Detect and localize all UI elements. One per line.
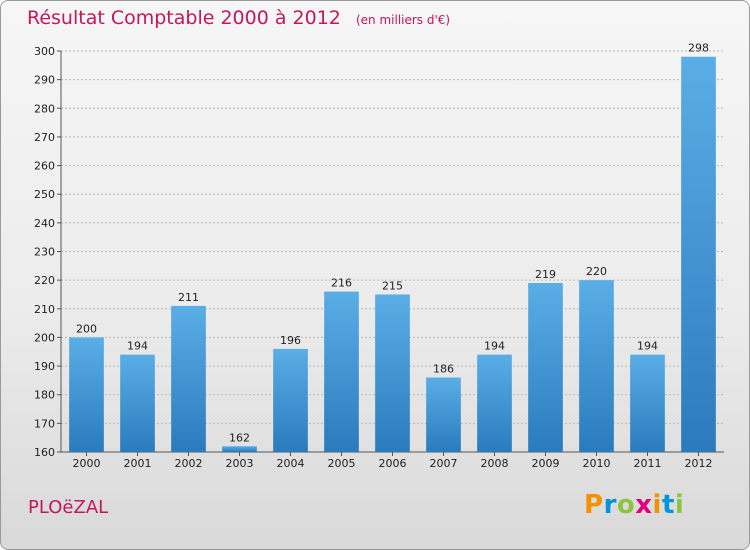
label-layer: 200 194 211 162 196 216 215 186 194 219 220 194 298 [76, 42, 709, 445]
y-tick-label: 280 [34, 102, 55, 115]
logo-letter: x [635, 490, 653, 520]
data-label: 194 [637, 340, 658, 353]
y-tick-label: 160 [34, 446, 55, 459]
y-tick-label: 270 [34, 131, 55, 144]
x-tick-label: 2008 [481, 457, 509, 470]
chart-subtitle: (en milliers d'€) [355, 13, 451, 27]
data-label: 194 [127, 340, 148, 353]
bar-layer [69, 56, 716, 452]
bar [171, 305, 206, 452]
data-label: 196 [280, 334, 301, 347]
town-name: PLOëZAL [28, 497, 109, 518]
y-tick-label: 230 [34, 246, 55, 259]
bar [324, 291, 359, 452]
y-tick-label: 220 [34, 274, 55, 287]
x-tick-label: 2003 [226, 457, 254, 470]
data-label: 194 [484, 340, 505, 353]
logo-letter: r [603, 490, 617, 520]
data-label: 200 [76, 322, 97, 335]
bar [375, 294, 410, 452]
chart-title-block: Résultat Comptable 2000 à 2012 (en milli… [27, 7, 450, 29]
bar [69, 337, 104, 452]
data-label: 216 [331, 277, 352, 290]
y-tick-label: 190 [34, 360, 55, 373]
data-label: 186 [433, 363, 454, 376]
x-tick-label: 2012 [685, 457, 713, 470]
x-tick-label: 2004 [277, 457, 305, 470]
data-label: 298 [688, 42, 709, 55]
y-tick-label: 170 [34, 417, 55, 430]
data-label: 215 [382, 279, 403, 292]
proxiti-logo: Proxiti [584, 490, 684, 520]
y-tick-label: 250 [34, 188, 55, 201]
y-tick-label: 240 [34, 217, 55, 230]
data-label: 211 [178, 291, 199, 304]
y-tick-label: 300 [34, 45, 55, 58]
logo-letter: P [584, 490, 604, 520]
x-tick-label: 2010 [583, 457, 611, 470]
x-tick-label: 2006 [379, 457, 407, 470]
chart-title: Résultat Comptable 2000 à 2012 [27, 7, 341, 29]
bar [630, 354, 665, 452]
logo-letter: i [674, 490, 685, 520]
x-tick-label: 2009 [532, 457, 560, 470]
data-label: 162 [229, 431, 250, 444]
bar [222, 446, 257, 452]
y-tick-label: 180 [34, 389, 55, 402]
bar [120, 354, 155, 452]
x-tick-label: 2007 [430, 457, 458, 470]
logo-letter: i [652, 490, 662, 520]
y-tick-label: 290 [34, 74, 55, 87]
bar [528, 283, 563, 452]
logo-letter: o [616, 490, 636, 520]
x-tick-label: 2002 [175, 457, 203, 470]
x-tick-label: 2011 [634, 457, 662, 470]
x-tick-label: 2001 [124, 457, 152, 470]
y-tick-label: 210 [34, 303, 55, 316]
x-tick-label: 2000 [73, 457, 101, 470]
logo-letter: t [661, 490, 675, 520]
y-tick-label: 260 [34, 160, 55, 173]
axis-layer: 160 170 180 190 200 210 220 230 240 250 260 270 280 2… [34, 45, 724, 470]
bar [273, 348, 308, 452]
bar [426, 377, 461, 452]
x-tick-label: 2005 [328, 457, 356, 470]
data-label: 219 [535, 268, 556, 281]
bar [681, 56, 716, 452]
data-label: 220 [586, 265, 607, 278]
y-tick-label: 200 [34, 331, 55, 344]
bar [477, 354, 512, 452]
bar [579, 280, 614, 452]
